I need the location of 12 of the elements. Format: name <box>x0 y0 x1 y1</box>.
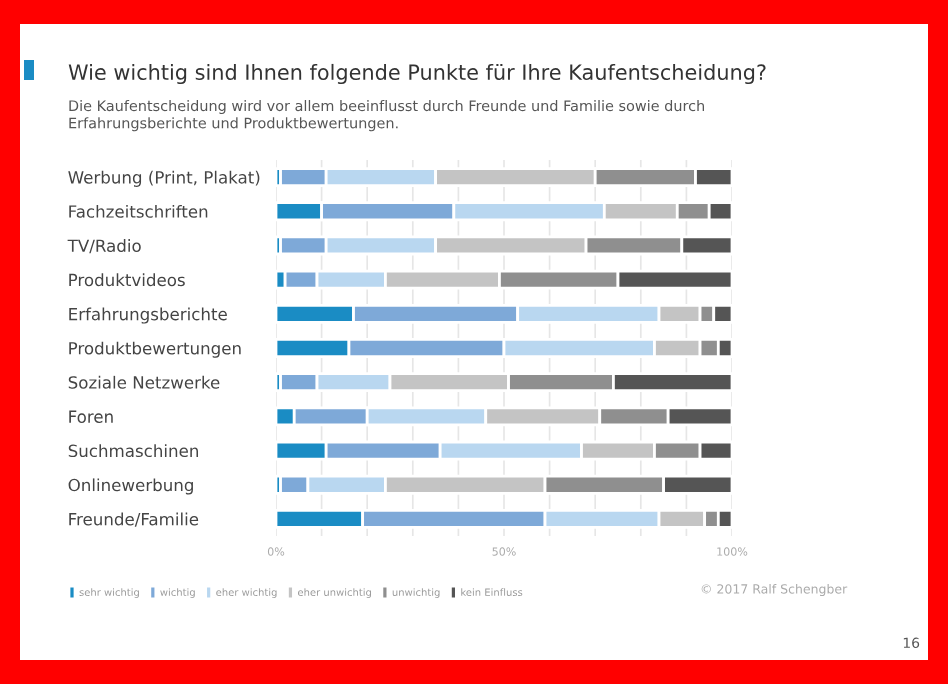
y-tick-label: Produktbewertungen <box>69 341 241 358</box>
y-tick-label: Produktvideos <box>69 273 185 287</box>
chart-title: Wie wichtig sind Ihnen folgende Punkte für Ihre Kaufentscheidung? <box>68 63 766 85</box>
y-tick-label: Erfahrungsberichte <box>69 307 227 324</box>
y-tick-label: Soziale Netzwerke <box>68 375 220 389</box>
y-tick-label: Freunde/Familie <box>69 512 199 527</box>
y-tick-label: TV/Radio <box>67 239 141 254</box>
y-tick-label: Werbung (Print, Plakat) <box>68 170 260 187</box>
y-tick-label: Foren <box>69 410 113 423</box>
y-tick-label: Fachzeitschriften <box>69 204 208 218</box>
y-tick-label: Onlinewerbung <box>68 478 193 495</box>
y-tick-label: Suchmaschinen <box>68 444 198 458</box>
